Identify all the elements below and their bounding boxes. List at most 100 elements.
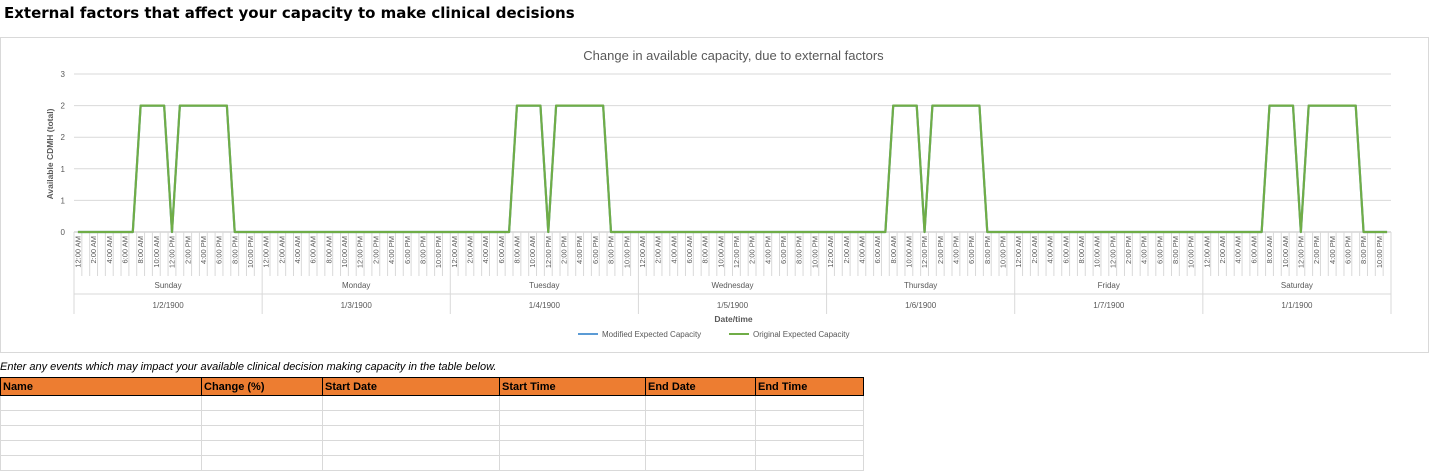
x-tick-label: 6:00 PM — [779, 236, 788, 264]
table-cell[interactable] — [645, 425, 756, 441]
x-tick-label: 12:00 AM — [1014, 236, 1023, 268]
column-header: Change (%) — [201, 377, 323, 396]
table-cell[interactable] — [322, 410, 500, 426]
legend-label: Modified Expected Capacity — [602, 330, 701, 339]
x-tick-label: 12:00 AM — [450, 236, 459, 268]
x-tick-label: 2:00 PM — [1312, 236, 1321, 264]
day-label: Tuesday — [529, 281, 559, 290]
x-tick-label: 4:00 PM — [387, 236, 396, 264]
x-tick-label: 12:00 PM — [920, 236, 929, 268]
x-tick-label: 8:00 PM — [1171, 236, 1180, 264]
x-tick-label: 6:00 PM — [591, 236, 600, 264]
x-tick-label: 10:00 PM — [1375, 236, 1384, 268]
y-tick-label: 1 — [61, 196, 66, 205]
table-cell[interactable] — [755, 395, 864, 411]
table-cell[interactable] — [499, 410, 646, 426]
x-tick-label: 4:00 AM — [669, 236, 678, 264]
x-tick-label: 12:00 PM — [168, 236, 177, 268]
x-tick-label: 6:00 AM — [685, 236, 694, 264]
legend-label: Original Expected Capacity — [753, 330, 850, 339]
page-title: External factors that affect your capaci… — [4, 4, 575, 22]
date-label: 1/2/1900 — [153, 301, 185, 310]
x-tick-label: 2:00 AM — [842, 236, 851, 264]
table-cell[interactable] — [499, 455, 646, 471]
table-cell[interactable] — [499, 440, 646, 456]
x-tick-label: 2:00 PM — [936, 236, 945, 264]
x-tick-label: 2:00 PM — [1124, 236, 1133, 264]
chart-area[interactable]: Change in available capacity, due to ext… — [0, 37, 1429, 353]
table-cell[interactable] — [499, 395, 646, 411]
x-tick-label: 6:00 AM — [121, 236, 130, 264]
table-cell[interactable] — [645, 410, 756, 426]
x-tick-label: 4:00 AM — [1234, 236, 1243, 264]
table-cell[interactable] — [201, 440, 323, 456]
x-tick-label: 8:00 AM — [324, 236, 333, 264]
table-row — [0, 410, 864, 426]
table-cell[interactable] — [201, 395, 323, 411]
table-cell[interactable] — [201, 455, 323, 471]
x-tick-label: 2:00 PM — [560, 236, 569, 264]
table-cell[interactable] — [0, 410, 202, 426]
x-tick-label: 2:00 AM — [277, 236, 286, 264]
x-tick-label: 12:00 PM — [544, 236, 553, 268]
day-label: Monday — [342, 281, 370, 290]
x-tick-label: 10:00 AM — [340, 236, 349, 268]
table-cell[interactable] — [645, 455, 756, 471]
x-tick-label: 12:00 PM — [1108, 236, 1117, 268]
table-cell[interactable] — [0, 440, 202, 456]
x-tick-label: 2:00 PM — [748, 236, 757, 264]
x-tick-label: 8:00 AM — [513, 236, 522, 264]
x-tick-label: 12:00 AM — [826, 236, 835, 268]
x-tick-label: 6:00 AM — [1249, 236, 1258, 264]
x-tick-label: 4:00 AM — [481, 236, 490, 264]
x-tick-label: 10:00 AM — [904, 236, 913, 268]
table-row — [0, 455, 864, 471]
x-tick-label: 6:00 PM — [1343, 236, 1352, 264]
x-tick-label: 8:00 AM — [701, 236, 710, 264]
x-tick-label: 10:00 AM — [152, 236, 161, 268]
table-cell[interactable] — [0, 395, 202, 411]
table-cell[interactable] — [755, 455, 864, 471]
x-tick-label: 6:00 PM — [967, 236, 976, 264]
table-cell[interactable] — [322, 395, 500, 411]
x-tick-label: 2:00 PM — [183, 236, 192, 264]
x-tick-label: 12:00 PM — [1296, 236, 1305, 268]
y-tick-label: 3 — [61, 70, 66, 79]
column-header: Start Time — [499, 377, 646, 396]
x-tick-label: 10:00 PM — [622, 236, 631, 268]
x-tick-label: 4:00 PM — [763, 236, 772, 264]
y-tick-label: 2 — [61, 133, 66, 142]
x-tick-label: 4:00 AM — [293, 236, 302, 264]
x-tick-label: 10:00 AM — [528, 236, 537, 268]
x-tick-label: 2:00 AM — [465, 236, 474, 264]
x-tick-label: 8:00 AM — [136, 236, 145, 264]
table-cell[interactable] — [322, 425, 500, 441]
column-header: Name — [0, 377, 202, 396]
table-cell[interactable] — [645, 395, 756, 411]
table-cell[interactable] — [755, 410, 864, 426]
table-cell[interactable] — [755, 425, 864, 441]
date-label: 1/6/1900 — [905, 301, 937, 310]
table-cell[interactable] — [755, 440, 864, 456]
events-table: Name Change (%) Start Date Start Time End Da… — [0, 377, 864, 471]
table-cell[interactable] — [322, 440, 500, 456]
x-tick-label: 8:00 PM — [983, 236, 992, 264]
table-cell[interactable] — [322, 455, 500, 471]
x-tick-label: 8:00 PM — [230, 236, 239, 264]
table-cell[interactable] — [0, 455, 202, 471]
table-cell[interactable] — [499, 425, 646, 441]
x-tick-label: 10:00 AM — [716, 236, 725, 268]
date-label: 1/5/1900 — [717, 301, 749, 310]
table-cell[interactable] — [201, 425, 323, 441]
table-cell[interactable] — [0, 425, 202, 441]
date-label: 1/3/1900 — [341, 301, 373, 310]
column-header: Start Date — [322, 377, 500, 396]
y-axis-label: Available CDMH (total) — [45, 108, 55, 199]
x-tick-label: 10:00 PM — [999, 236, 1008, 268]
table-row — [0, 440, 864, 456]
table-cell[interactable] — [201, 410, 323, 426]
x-tick-label: 2:00 PM — [371, 236, 380, 264]
table-cell[interactable] — [645, 440, 756, 456]
x-tick-label: 12:00 AM — [1202, 236, 1211, 268]
x-tick-label: 10:00 AM — [1281, 236, 1290, 268]
